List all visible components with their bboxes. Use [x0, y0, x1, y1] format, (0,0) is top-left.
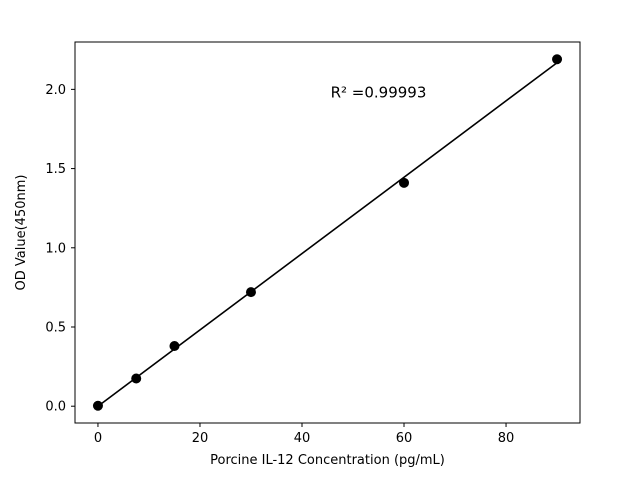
- x-tick-label: 40: [294, 431, 311, 446]
- r-squared-annotation: R² =0.99993: [331, 83, 427, 101]
- x-axis-label: Porcine IL-12 Concentration (pg/mL): [210, 453, 445, 468]
- x-tick-label: 20: [192, 431, 209, 446]
- data-point: [169, 341, 180, 352]
- y-axis-label: OD Value(450nm): [14, 175, 29, 291]
- y-tick-label: 0.0: [45, 400, 66, 415]
- x-tick-label: 0: [94, 431, 102, 446]
- y-tick-label: 2.0: [45, 83, 66, 98]
- data-point: [245, 287, 256, 298]
- data-point: [399, 177, 410, 188]
- x-tick-label: 60: [396, 431, 413, 446]
- y-tick-label: 1.5: [45, 162, 66, 177]
- y-tick-label: 0.5: [45, 320, 66, 335]
- axes-box: [74, 41, 581, 424]
- data-point: [552, 54, 563, 65]
- data-point: [92, 400, 103, 411]
- x-tick-label: 80: [498, 431, 515, 446]
- y-tick-label: 1.0: [45, 241, 66, 256]
- data-point: [131, 373, 142, 384]
